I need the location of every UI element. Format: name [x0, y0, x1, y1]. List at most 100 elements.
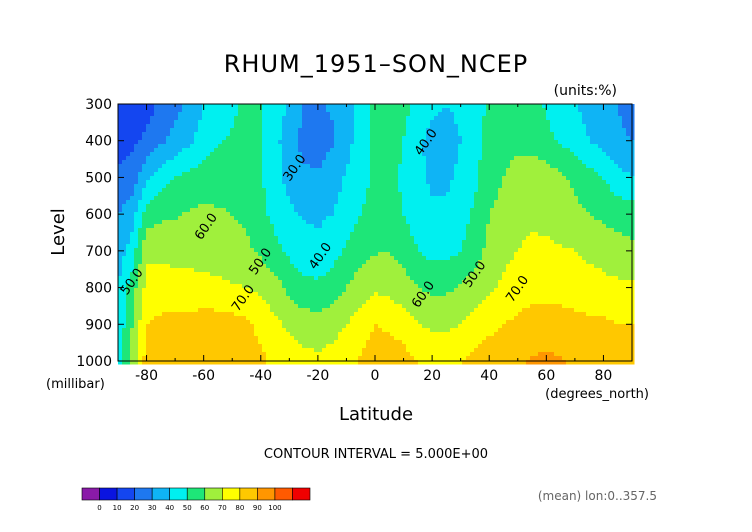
field-cell	[154, 144, 159, 149]
field-cell	[254, 152, 259, 157]
field-cell	[134, 116, 139, 121]
field-cell	[294, 128, 299, 133]
field-cell	[438, 152, 443, 157]
field-cell	[150, 168, 155, 173]
field-cell	[318, 164, 323, 169]
field-cell	[210, 216, 215, 221]
field-cell	[314, 220, 319, 225]
field-cell	[294, 188, 299, 193]
field-cell	[142, 212, 147, 217]
field-cell	[266, 192, 271, 197]
field-cell	[346, 168, 351, 173]
field-cell	[470, 104, 475, 109]
field-cell	[498, 208, 503, 213]
field-cell	[470, 240, 475, 245]
field-cell	[270, 120, 275, 125]
field-cell	[590, 132, 595, 137]
field-cell	[146, 120, 151, 125]
field-cell	[486, 180, 491, 185]
field-cell	[198, 136, 203, 141]
field-cell	[394, 172, 399, 177]
field-cell	[482, 180, 487, 185]
field-cell	[342, 188, 347, 193]
field-cell	[162, 188, 167, 193]
field-cell	[330, 136, 335, 141]
field-cell	[422, 220, 427, 225]
field-cell	[134, 184, 139, 189]
field-cell	[442, 196, 447, 201]
field-cell	[162, 220, 167, 225]
field-cell	[618, 244, 623, 249]
field-cell	[566, 132, 571, 137]
field-cell	[626, 208, 631, 213]
field-cell	[138, 252, 143, 257]
field-cell	[306, 132, 311, 137]
field-cell	[254, 220, 259, 225]
field-cell	[166, 200, 171, 205]
field-cell	[414, 116, 419, 121]
field-cell	[530, 204, 535, 209]
field-cell	[374, 128, 379, 133]
field-cell	[266, 160, 271, 165]
field-cell	[462, 180, 467, 185]
field-cell	[162, 160, 167, 165]
field-cell	[418, 180, 423, 185]
field-cell	[458, 148, 463, 153]
field-cell	[558, 128, 563, 133]
field-cell	[570, 164, 575, 169]
field-cell	[510, 116, 515, 121]
field-cell	[234, 232, 239, 237]
field-cell	[222, 180, 227, 185]
field-cell	[286, 120, 291, 125]
field-cell	[138, 164, 143, 169]
field-cell	[366, 168, 371, 173]
field-cell	[258, 176, 263, 181]
field-cell	[178, 252, 183, 257]
field-cell	[206, 148, 211, 153]
field-cell	[322, 232, 327, 237]
field-cell	[134, 224, 139, 229]
field-cell	[530, 148, 535, 153]
field-cell	[142, 172, 147, 177]
field-cell	[126, 180, 131, 185]
field-cell	[550, 220, 555, 225]
field-cell	[558, 236, 563, 241]
field-cell	[290, 220, 295, 225]
field-cell	[342, 140, 347, 145]
field-cell	[394, 188, 399, 193]
field-cell	[414, 256, 419, 261]
field-cell	[410, 140, 415, 145]
field-cell	[526, 156, 531, 161]
field-cell	[302, 212, 307, 217]
field-cell	[366, 148, 371, 153]
field-cell	[362, 120, 367, 125]
field-cell	[354, 124, 359, 129]
field-cell	[390, 104, 395, 109]
field-cell	[238, 240, 243, 245]
field-cell	[146, 144, 151, 149]
field-cell	[254, 112, 259, 117]
field-cell	[126, 124, 131, 129]
field-cell	[422, 212, 427, 217]
field-cell	[270, 168, 275, 173]
field-cell	[454, 156, 459, 161]
field-cell	[290, 240, 295, 245]
field-cell	[366, 112, 371, 117]
field-cell	[478, 124, 483, 129]
field-cell	[222, 112, 227, 117]
field-cell	[570, 116, 575, 121]
field-cell	[426, 128, 431, 133]
field-cell	[326, 196, 331, 201]
field-cell	[610, 252, 615, 257]
field-cell	[274, 116, 279, 121]
field-cell	[306, 164, 311, 169]
field-cell	[246, 168, 251, 173]
field-cell	[522, 164, 527, 169]
field-cell	[122, 208, 127, 213]
field-cell	[298, 256, 303, 261]
field-cell	[190, 164, 195, 169]
field-cell	[466, 132, 471, 137]
field-cell	[506, 236, 511, 241]
field-cell	[178, 220, 183, 225]
field-cell	[194, 144, 199, 149]
